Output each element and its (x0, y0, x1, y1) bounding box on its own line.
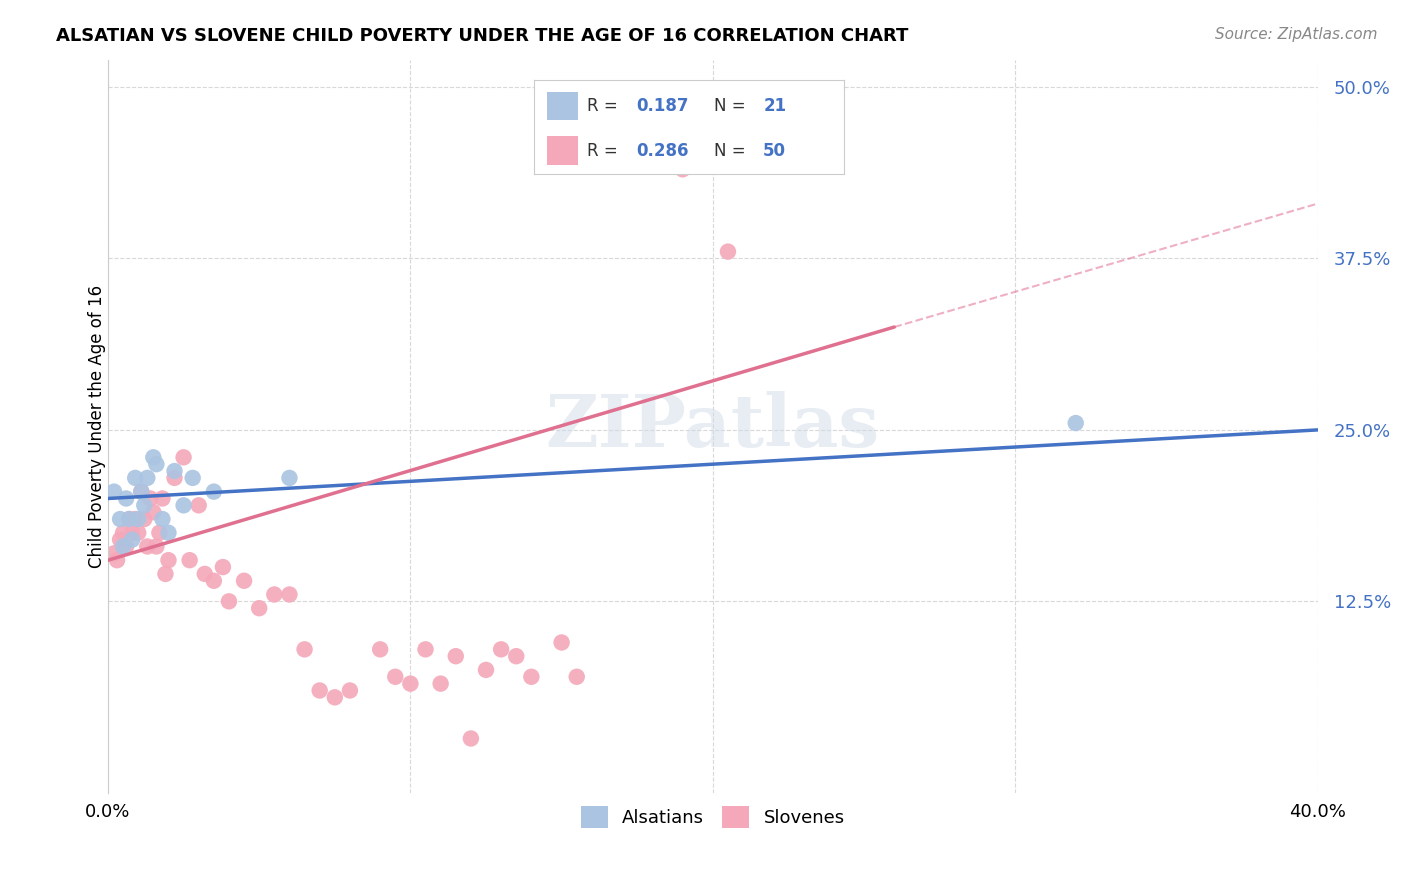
Text: N =: N = (714, 96, 751, 114)
Point (157, 553, 180, 567)
Point (129, 484, 152, 499)
Point (308, 683, 330, 698)
Point (233, 574, 256, 588)
Point (118, 512, 141, 526)
Point (127, 525, 149, 540)
Point (105, 553, 128, 567)
Point (142, 450, 165, 465)
Point (173, 499, 195, 513)
Point (460, 731, 482, 746)
Point (489, 642, 512, 657)
Point (415, 642, 437, 657)
Point (323, 690, 346, 705)
Point (134, 512, 156, 526)
Point (136, 471, 159, 485)
Point (187, 499, 209, 513)
Point (155, 566, 177, 581)
Text: N =: N = (714, 142, 751, 160)
Text: 0.187: 0.187 (637, 96, 689, 114)
Text: 21: 21 (763, 96, 786, 114)
Text: ZIPatlas: ZIPatlas (546, 391, 880, 462)
Point (212, 560, 235, 574)
Point (247, 601, 270, 615)
Text: 50: 50 (763, 142, 786, 160)
Text: 0.286: 0.286 (637, 142, 689, 160)
Point (145, 540, 167, 554)
Point (263, 587, 285, 601)
Point (112, 540, 135, 554)
Point (1064, 416, 1087, 430)
Text: R =: R = (586, 96, 623, 114)
Point (565, 670, 588, 684)
Point (520, 670, 543, 684)
Point (108, 512, 131, 526)
Point (152, 512, 174, 526)
Point (129, 484, 152, 499)
Text: R =: R = (586, 142, 623, 160)
Point (384, 670, 406, 684)
Point (339, 683, 361, 698)
Point (115, 491, 138, 506)
Point (181, 471, 204, 485)
Point (103, 484, 125, 499)
Point (145, 457, 167, 471)
Point (475, 663, 498, 677)
Point (108, 533, 131, 547)
Point (148, 525, 170, 540)
Point (142, 505, 165, 519)
Point (134, 499, 156, 513)
Point (139, 491, 162, 506)
Point (218, 594, 240, 608)
Point (157, 525, 180, 540)
Point (179, 553, 201, 567)
Y-axis label: Child Poverty Under the Age of 16: Child Poverty Under the Age of 16 (89, 285, 105, 568)
Point (194, 566, 217, 581)
Point (118, 512, 141, 526)
Bar (547, 136, 578, 164)
Point (278, 471, 301, 485)
Point (152, 491, 174, 506)
Point (173, 450, 195, 465)
Point (136, 540, 159, 554)
Point (505, 649, 527, 664)
Point (294, 642, 316, 657)
Point (202, 484, 225, 499)
Point (717, 244, 740, 259)
Point (399, 676, 422, 690)
Point (671, 162, 693, 177)
Point (550, 635, 572, 649)
Point (124, 512, 146, 526)
Point (444, 649, 467, 664)
Point (202, 574, 225, 588)
Point (127, 512, 149, 526)
Point (163, 464, 186, 478)
Text: Source: ZipAtlas.com: Source: ZipAtlas.com (1215, 27, 1378, 42)
Point (103, 546, 125, 560)
Text: ALSATIAN VS SLOVENE CHILD POVERTY UNDER THE AGE OF 16 CORRELATION CHART: ALSATIAN VS SLOVENE CHILD POVERTY UNDER … (56, 27, 908, 45)
Point (163, 471, 186, 485)
Bar (547, 92, 578, 120)
Point (429, 676, 451, 690)
Point (112, 525, 135, 540)
Point (124, 471, 146, 485)
Point (121, 525, 143, 540)
Point (115, 540, 138, 554)
Point (368, 642, 391, 657)
Point (121, 533, 143, 547)
Legend: Alsatians, Slovenes: Alsatians, Slovenes (574, 799, 852, 836)
Point (278, 587, 301, 601)
